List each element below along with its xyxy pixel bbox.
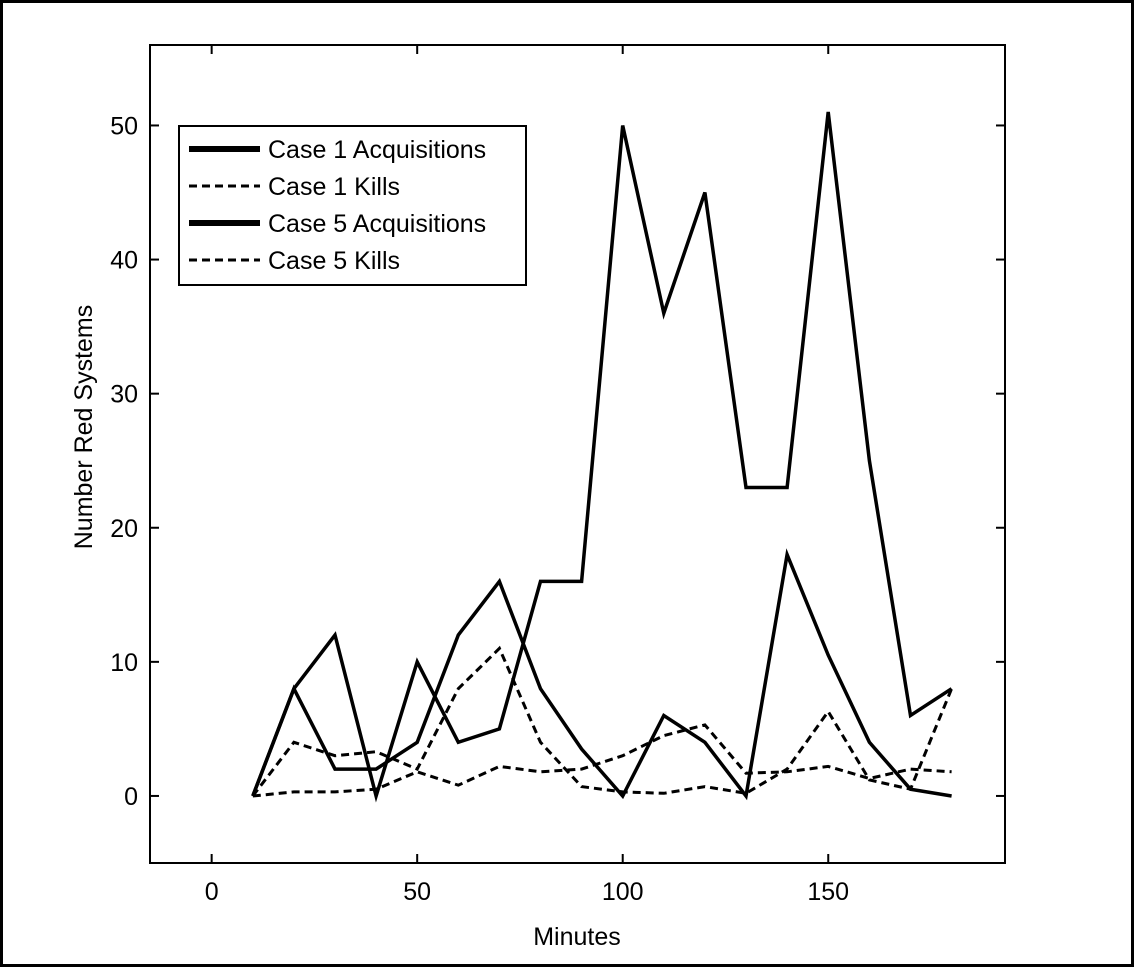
legend-box bbox=[178, 125, 527, 286]
series-line-case-1-kills bbox=[251, 645, 953, 797]
x-tick-label: 50 bbox=[403, 878, 431, 906]
x-tick-label: 0 bbox=[205, 878, 219, 906]
y-tick-label: 50 bbox=[110, 112, 138, 140]
plot-area-frame bbox=[149, 44, 1006, 864]
legend-label-case-5-kills: Case 5 Kills bbox=[268, 247, 400, 275]
y-tick-label: 20 bbox=[110, 515, 138, 543]
y-tick-label: 10 bbox=[110, 649, 138, 677]
series-line-case-5-acquisitions bbox=[251, 111, 953, 803]
legend-label-case-1-kills: Case 1 Kills bbox=[268, 173, 400, 201]
legend-label-case-1-acquisitions: Case 1 Acquisitions bbox=[268, 136, 486, 164]
legend-label-case-5-acquisitions: Case 5 Acquisitions bbox=[268, 210, 486, 238]
axis-ticks: 0 50 100 150 0 10 20 30 40 50 bbox=[110, 45, 1005, 906]
y-tick-label: 30 bbox=[110, 381, 138, 409]
y-axis-title: Number Red Systems bbox=[70, 305, 98, 550]
y-tick-label: 0 bbox=[124, 783, 138, 811]
x-tick-label: 100 bbox=[602, 878, 644, 906]
y-tick-label: 40 bbox=[110, 247, 138, 275]
legend: Case 1 Acquisitions Case 1 Kills Case 5 Ac… bbox=[178, 125, 527, 286]
x-tick-label: 150 bbox=[807, 878, 849, 906]
x-axis-title: Minutes bbox=[533, 923, 621, 951]
series-layer bbox=[251, 111, 953, 803]
